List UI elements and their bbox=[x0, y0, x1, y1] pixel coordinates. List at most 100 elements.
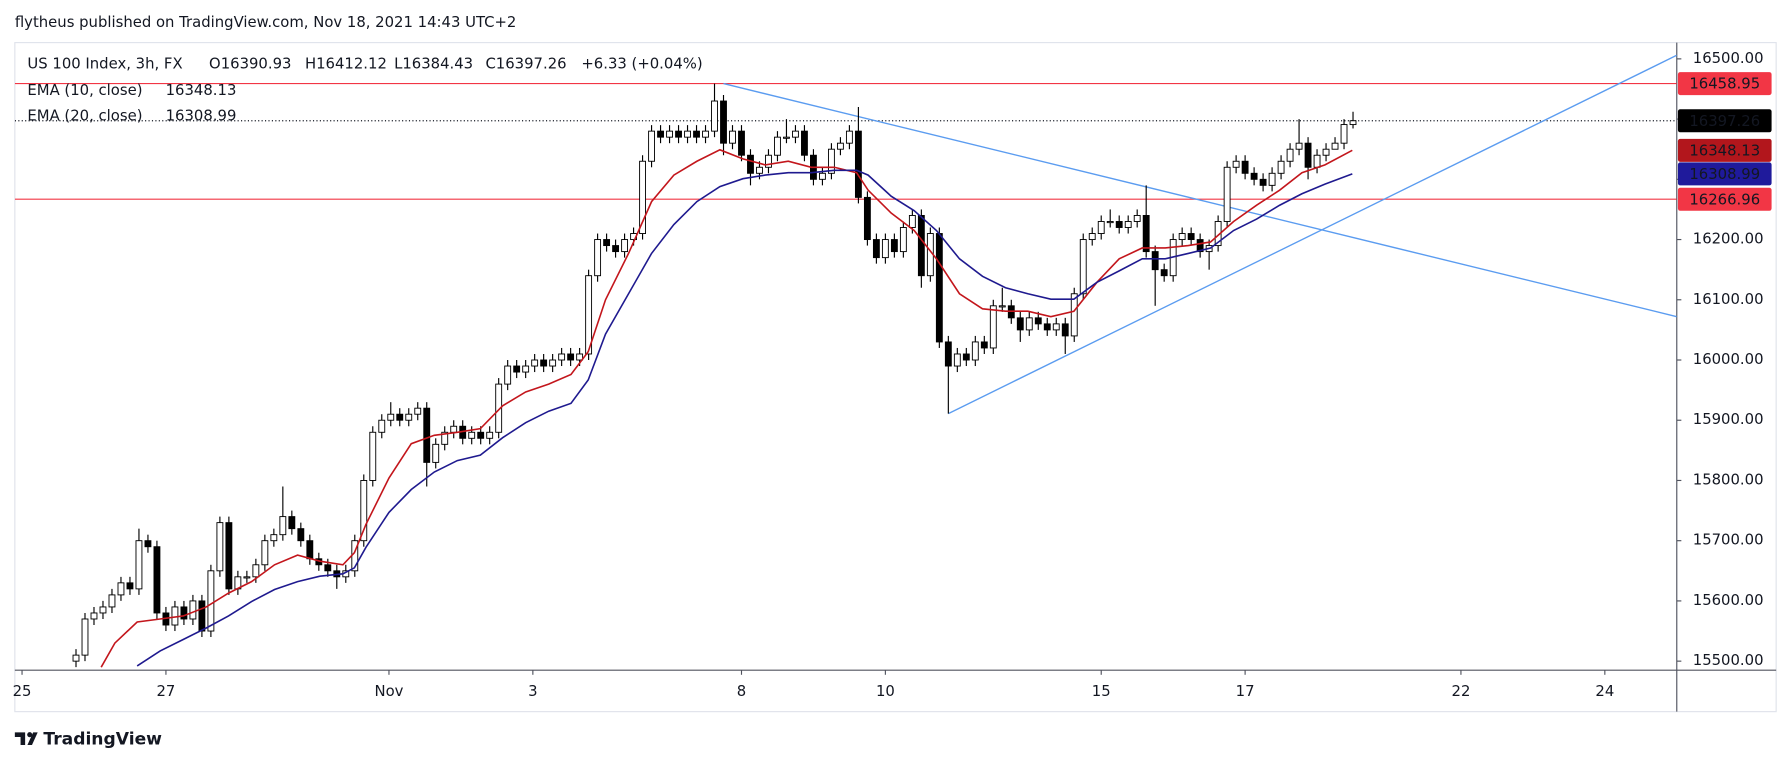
candle-body bbox=[1304, 142, 1312, 168]
brand-name: TradingView bbox=[43, 729, 162, 749]
candle-body bbox=[261, 540, 269, 566]
candle-body bbox=[441, 431, 449, 445]
candle-body bbox=[297, 528, 305, 542]
candle-body bbox=[144, 540, 152, 548]
candle-body bbox=[648, 130, 655, 162]
candle-body bbox=[180, 606, 188, 620]
legend-value: 16308.99 bbox=[166, 106, 237, 124]
change-value: +6.33 (+0.04%) bbox=[581, 54, 702, 72]
candle-body bbox=[1268, 172, 1276, 186]
candle-body bbox=[522, 365, 530, 373]
candle-body bbox=[1043, 323, 1051, 331]
candle-body bbox=[153, 546, 161, 614]
candle-body bbox=[1277, 160, 1285, 174]
candle-body bbox=[387, 413, 395, 421]
candle-body bbox=[486, 431, 494, 439]
candle-body bbox=[513, 365, 521, 373]
candle-body bbox=[1160, 269, 1168, 277]
candle-body bbox=[1178, 233, 1186, 241]
y-tick-label: 16200.00 bbox=[1693, 230, 1764, 248]
candle-body bbox=[495, 383, 503, 433]
candle-body bbox=[675, 130, 682, 138]
candle-body bbox=[585, 275, 593, 355]
y-tick-label: 15800.00 bbox=[1693, 470, 1764, 488]
candle-body bbox=[1250, 172, 1258, 180]
candle-body bbox=[1331, 142, 1339, 150]
candle-body bbox=[369, 431, 377, 481]
candle-body bbox=[729, 130, 736, 144]
candle-body bbox=[1097, 221, 1105, 234]
legend-value: 16348.13 bbox=[166, 81, 237, 99]
candle-body bbox=[1079, 239, 1087, 295]
y-tick-label: 15500.00 bbox=[1693, 651, 1764, 669]
candle-body bbox=[306, 540, 314, 560]
candle-body bbox=[1052, 323, 1060, 331]
candle-body bbox=[1223, 166, 1231, 222]
candle-body bbox=[801, 130, 808, 156]
y-tick-label: 16100.00 bbox=[1693, 290, 1764, 308]
candle-body bbox=[693, 130, 700, 138]
ohlc-value: O16390.93 bbox=[209, 54, 291, 72]
candle-body bbox=[1025, 317, 1033, 331]
candle-body bbox=[756, 166, 763, 174]
candle-body bbox=[639, 160, 646, 234]
candle-body bbox=[405, 413, 413, 421]
candle-body bbox=[360, 480, 368, 542]
price-tag-label: 16348.13 bbox=[1689, 141, 1760, 159]
candle-body bbox=[1061, 323, 1069, 337]
candle-body bbox=[863, 196, 871, 241]
candle-body bbox=[1088, 233, 1096, 241]
ema-line bbox=[136, 169, 1353, 667]
candle-body bbox=[216, 522, 224, 572]
candle-body bbox=[1124, 221, 1132, 228]
y-tick-label: 15900.00 bbox=[1693, 410, 1764, 428]
candle-body bbox=[225, 522, 233, 590]
candle-body bbox=[288, 516, 296, 530]
candle-body bbox=[980, 341, 988, 349]
candle-body bbox=[540, 359, 548, 367]
candle-body bbox=[1259, 178, 1267, 186]
x-tick-label: Nov bbox=[374, 682, 403, 700]
chart-frame bbox=[14, 42, 1777, 713]
candle-body bbox=[765, 154, 772, 168]
candle-body bbox=[1340, 124, 1348, 144]
y-tick-label: 15600.00 bbox=[1693, 591, 1764, 609]
candle-body bbox=[657, 130, 664, 138]
candle-body bbox=[1115, 221, 1123, 228]
candle-body bbox=[1106, 221, 1114, 224]
price-tag-label: 16266.96 bbox=[1689, 190, 1760, 208]
candle-body bbox=[881, 239, 889, 259]
candle-body bbox=[468, 431, 476, 439]
ohlc-value: C16397.26 bbox=[485, 54, 566, 72]
candle-body bbox=[998, 305, 1006, 308]
candle-body bbox=[477, 431, 485, 439]
candle-body bbox=[135, 540, 143, 590]
plot-area bbox=[14, 54, 1677, 668]
candle-body bbox=[279, 516, 287, 536]
candle-body bbox=[1349, 120, 1357, 126]
candle-body bbox=[324, 564, 332, 572]
candle-body bbox=[423, 407, 431, 463]
candle-body bbox=[396, 413, 404, 421]
y-tick-label: 15700.00 bbox=[1693, 531, 1764, 549]
ohlc-value: L16384.43 bbox=[394, 54, 473, 72]
symbol-title: US 100 Index, 3h, FX bbox=[27, 54, 182, 72]
trendline bbox=[948, 54, 1677, 415]
candle-body bbox=[108, 594, 116, 608]
candle-body bbox=[603, 239, 611, 247]
candle-body bbox=[549, 359, 557, 367]
x-tick-label: 25 bbox=[13, 682, 32, 700]
candle-body bbox=[783, 136, 790, 139]
x-tick-label: 27 bbox=[156, 682, 175, 700]
price-tag-label: 16308.99 bbox=[1689, 165, 1760, 183]
candle-body bbox=[1133, 214, 1141, 222]
price-tag bbox=[1677, 138, 1772, 162]
candle-body bbox=[971, 341, 979, 361]
candle-body bbox=[198, 600, 206, 632]
candle-body bbox=[99, 606, 107, 614]
candle-body bbox=[126, 582, 134, 590]
candle-body bbox=[827, 148, 835, 174]
candle-body bbox=[252, 564, 260, 578]
candle-body bbox=[576, 353, 584, 361]
